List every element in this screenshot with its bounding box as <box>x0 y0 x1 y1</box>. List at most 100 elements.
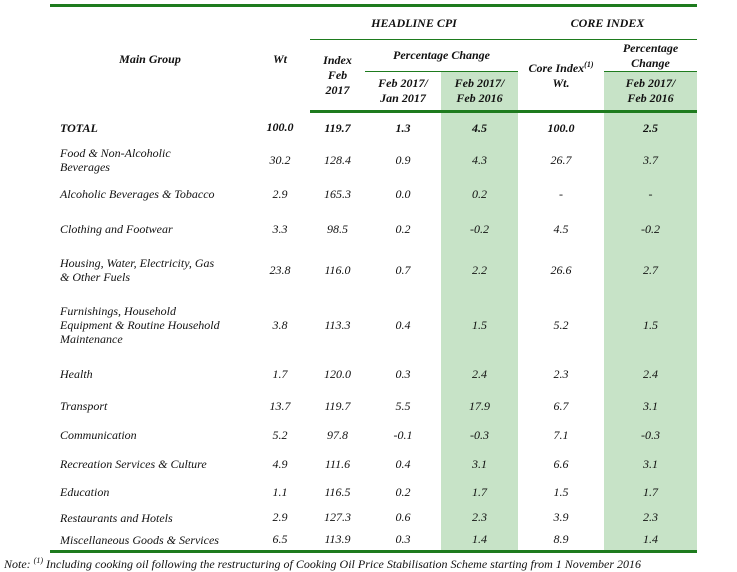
cell-index: 111.6 <box>324 456 351 471</box>
cell-wt: 1.7 <box>272 366 288 381</box>
cell-core-yoy: 2.3 <box>604 505 697 530</box>
cell-core-wt: - <box>559 186 563 201</box>
header-core-percentage-change: Percentage Change <box>604 39 697 72</box>
cell-mom: 0.3 <box>365 529 441 553</box>
cell-group: Transport <box>60 399 108 413</box>
cell-wt: 2.9 <box>272 186 288 201</box>
header-core-index-wt: Core Index(1) Wt. <box>518 39 604 113</box>
header-feb-feb: Feb 2017/ Feb 2016 <box>441 71 518 113</box>
cell-core-wt: 2.3 <box>553 366 569 381</box>
cell-core-wt: 6.6 <box>553 456 569 471</box>
cell-group: Food & Non-Alcoholic Beverages <box>60 146 171 174</box>
header-feb-jan: Feb 2017/ Jan 2017 <box>365 71 441 113</box>
cell-index: 116.5 <box>324 484 351 499</box>
cell-wt: 4.9 <box>272 456 288 471</box>
cell-core-wt: 5.2 <box>553 317 569 332</box>
cell-core-wt: 26.6 <box>550 262 572 277</box>
footnote: Note: (1) Including cooking oil followin… <box>4 556 642 571</box>
cell-mom: 0.9 <box>395 152 411 167</box>
cell-wt: 30.2 <box>269 152 291 167</box>
cell-core-yoy: 3.7 <box>604 143 697 177</box>
cell-mom: 0.2 <box>395 484 411 499</box>
cell-group: Clothing and Footwear <box>60 222 173 236</box>
cell-group: Alcoholic Beverages & Tobacco <box>60 187 215 201</box>
cell-yoy: 3.1 <box>441 449 518 479</box>
cell-wt: 6.5 <box>250 529 310 553</box>
cell-yoy: 1.5 <box>441 293 518 357</box>
cell-group: Communication <box>60 428 137 442</box>
cell-mom: 5.5 <box>395 398 411 413</box>
cell-core-wt: 3.9 <box>553 510 569 524</box>
cell-core-yoy: 2.4 <box>604 356 697 392</box>
cell-core-yoy: 1.4 <box>604 529 697 553</box>
cell-group: Restaurants and Hotels <box>60 510 173 525</box>
cell-mom: 0.4 <box>395 317 411 332</box>
table-row: Furnishings, Household Equipment & Routi… <box>50 293 697 357</box>
cell-core-yoy: -0.2 <box>604 211 697 247</box>
cell-wt: 100.0 <box>266 120 294 134</box>
table-row: Restaurants and Hotels 2.9 127.3 0.6 2.3 3.9 2… <box>50 505 697 530</box>
table-row: Education 1.1 116.5 0.2 1.7 1.5 1.7 <box>50 478 697 506</box>
cell-yoy: -0.2 <box>441 211 518 247</box>
table-row: Health 1.7 120.0 0.3 2.4 2.3 2.4 <box>50 356 697 392</box>
cell-index: 119.7 <box>324 120 351 135</box>
cell-wt: 3.3 <box>272 221 288 236</box>
header-percentage-change: Percentage Change <box>365 39 518 72</box>
cell-index: 116.0 <box>324 262 351 277</box>
cell-yoy: 0.2 <box>441 176 518 212</box>
cell-index: 128.4 <box>324 152 351 167</box>
table-row: Alcoholic Beverages & Tobacco 2.9 165.3 0.0… <box>50 176 697 212</box>
header-core-index: CORE INDEX <box>518 4 697 40</box>
cell-mom: 0.3 <box>395 366 411 381</box>
cell-wt: 2.9 <box>272 510 288 524</box>
cell-group: Health <box>60 367 93 381</box>
cell-wt: 13.7 <box>269 398 291 413</box>
table-row: Miscellaneous Goods & Services 6.5 113.9 0.… <box>50 529 697 553</box>
cell-mom: -0.1 <box>393 427 413 442</box>
cell-group: TOTAL <box>60 120 98 135</box>
cell-wt: 3.8 <box>272 317 288 332</box>
cell-mom: 0.6 <box>395 510 411 524</box>
cell-mom: 0.0 <box>395 186 411 201</box>
cell-index: 127.3 <box>324 510 351 524</box>
cell-index: 113.9 <box>310 529 365 553</box>
cell-index: 165.3 <box>324 186 351 201</box>
cell-core-wt: 26.7 <box>550 152 572 167</box>
cell-index: 119.7 <box>324 398 351 413</box>
cell-mom: 0.7 <box>395 262 411 277</box>
header-core-feb-feb: Feb 2017/ Feb 2016 <box>604 71 697 113</box>
cell-wt: 23.8 <box>269 262 291 277</box>
cell-core-yoy: 3.1 <box>604 391 697 421</box>
cell-core-wt: 6.7 <box>553 398 569 413</box>
cell-core-wt: 7.1 <box>553 427 569 442</box>
header-headline-cpi: HEADLINE CPI <box>310 4 518 40</box>
cell-core-yoy: - <box>604 176 697 212</box>
cpi-table: Main Group Wt HEADLINE CPI CORE INDEX In… <box>50 4 697 553</box>
cell-core-yoy: 2.7 <box>604 246 697 294</box>
cell-group: Education <box>60 485 110 499</box>
header-index-feb: Index Feb 2017 <box>310 39 365 113</box>
cell-core-wt: 1.5 <box>553 484 569 499</box>
cell-wt: 5.2 <box>272 427 288 442</box>
cell-core-yoy: -0.3 <box>604 420 697 450</box>
cell-yoy: 2.2 <box>441 246 518 294</box>
cell-yoy: 1.7 <box>441 478 518 506</box>
table-row: Food & Non-Alcoholic Beverages 30.2 128.4 0… <box>50 143 697 177</box>
cell-group: Miscellaneous Goods & Services <box>50 529 250 553</box>
cell-index: 97.8 <box>327 427 348 442</box>
cell-yoy: 2.4 <box>441 356 518 392</box>
cell-core-yoy: 1.7 <box>604 478 697 506</box>
cell-index: 113.3 <box>324 317 351 332</box>
cell-yoy: -0.3 <box>441 420 518 450</box>
cell-core-yoy: 2.5 <box>604 111 697 144</box>
cell-yoy: 17.9 <box>441 391 518 421</box>
cell-yoy: 1.4 <box>441 529 518 553</box>
cell-wt: 1.1 <box>272 484 288 499</box>
cell-index: 120.0 <box>324 366 351 381</box>
table-row: Housing, Water, Electricity, Gas & Other… <box>50 246 697 294</box>
table-row: Transport 13.7 119.7 5.5 17.9 6.7 3.1 <box>50 391 697 421</box>
cell-core-wt: 100.0 <box>547 120 575 135</box>
cell-core-yoy: 3.1 <box>604 449 697 479</box>
cell-core-wt: 4.5 <box>553 221 569 236</box>
cell-mom: 1.3 <box>395 120 411 135</box>
